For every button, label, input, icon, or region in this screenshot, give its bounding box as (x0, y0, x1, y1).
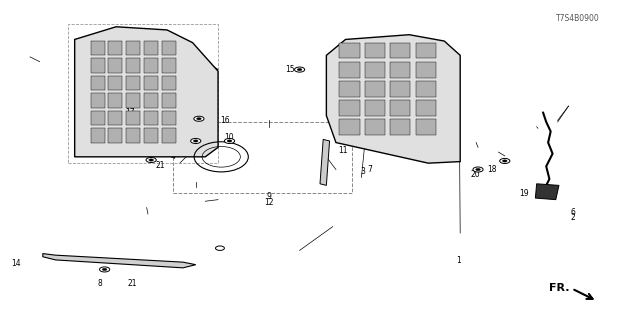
Bar (390, 81, 410, 97)
Bar (108, 41, 122, 55)
Text: 14: 14 (11, 259, 20, 268)
Bar (390, 100, 410, 116)
Polygon shape (75, 27, 218, 157)
Bar (339, 62, 360, 77)
Circle shape (225, 139, 235, 143)
Text: 18: 18 (488, 165, 497, 174)
Circle shape (473, 167, 483, 172)
Bar (126, 128, 140, 142)
Text: 19: 19 (520, 189, 529, 198)
Text: 2: 2 (570, 212, 575, 222)
Polygon shape (326, 35, 460, 163)
Text: 1: 1 (456, 256, 461, 265)
Bar (126, 41, 140, 55)
Bar (144, 76, 158, 90)
Bar (126, 111, 140, 125)
Bar (91, 111, 104, 125)
Polygon shape (536, 184, 559, 200)
Bar (91, 76, 104, 90)
Bar (390, 119, 410, 135)
Bar (415, 43, 436, 59)
Polygon shape (320, 140, 330, 185)
Bar (108, 128, 122, 142)
Text: 15: 15 (285, 65, 295, 74)
Text: 20: 20 (470, 170, 479, 179)
Text: 16: 16 (220, 116, 230, 125)
Circle shape (216, 246, 225, 251)
Circle shape (476, 168, 481, 171)
Bar (144, 59, 158, 73)
Text: 3: 3 (361, 167, 366, 177)
Bar (365, 100, 385, 116)
Text: 13: 13 (188, 130, 197, 139)
Bar (415, 62, 436, 77)
Text: 11: 11 (338, 146, 348, 155)
Text: 4: 4 (170, 152, 175, 161)
Bar (126, 59, 140, 73)
Circle shape (100, 267, 109, 272)
Circle shape (227, 140, 232, 142)
Bar (415, 119, 436, 135)
Text: 21: 21 (127, 279, 137, 288)
Text: T7S4B0900: T7S4B0900 (556, 14, 600, 23)
Bar (162, 93, 176, 108)
Circle shape (502, 160, 507, 162)
Bar (91, 41, 104, 55)
Bar (91, 128, 104, 142)
Bar (144, 128, 158, 142)
Bar (162, 76, 176, 90)
Bar (126, 93, 140, 108)
Bar (144, 93, 158, 108)
Circle shape (294, 67, 305, 72)
Bar (162, 59, 176, 73)
Circle shape (191, 139, 201, 143)
Circle shape (298, 68, 302, 71)
Bar (339, 100, 360, 116)
Bar (339, 81, 360, 97)
Circle shape (102, 268, 107, 271)
Bar (144, 111, 158, 125)
Circle shape (500, 158, 510, 164)
Circle shape (196, 118, 201, 120)
Text: 7: 7 (368, 165, 372, 174)
Bar (162, 41, 176, 55)
Bar (415, 100, 436, 116)
Text: 5: 5 (190, 133, 195, 142)
Bar (390, 43, 410, 59)
Text: 9: 9 (267, 192, 271, 201)
Text: 12: 12 (264, 198, 274, 207)
Bar (339, 119, 360, 135)
Bar (126, 76, 140, 90)
Bar (108, 111, 122, 125)
Bar (365, 62, 385, 77)
Bar (144, 41, 158, 55)
Bar (162, 111, 176, 125)
Text: 10: 10 (225, 133, 234, 142)
Text: 8: 8 (98, 279, 102, 288)
Bar (108, 93, 122, 108)
Circle shape (193, 140, 198, 142)
Bar (162, 128, 176, 142)
Circle shape (146, 157, 156, 163)
Circle shape (194, 116, 204, 121)
Bar (108, 76, 122, 90)
Bar (108, 59, 122, 73)
Text: 21: 21 (156, 161, 165, 170)
Text: 6: 6 (570, 208, 575, 217)
Circle shape (149, 159, 154, 161)
Bar (365, 43, 385, 59)
Text: FR.: FR. (548, 284, 569, 293)
Bar (390, 62, 410, 77)
Bar (339, 43, 360, 59)
Bar (415, 81, 436, 97)
Bar (91, 59, 104, 73)
Bar (365, 81, 385, 97)
Bar (91, 93, 104, 108)
Text: 17: 17 (125, 108, 135, 117)
Bar (365, 119, 385, 135)
Polygon shape (43, 253, 196, 268)
